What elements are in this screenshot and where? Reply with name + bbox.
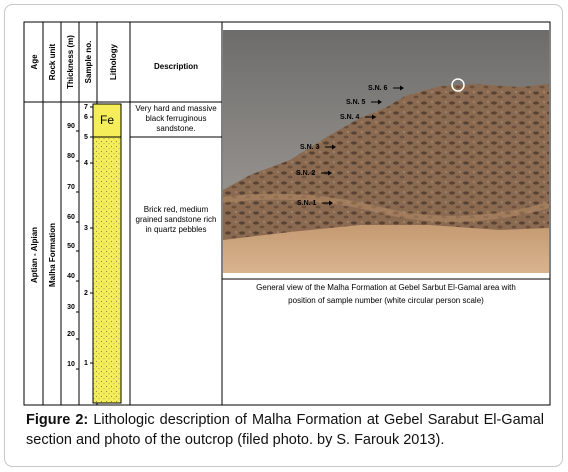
sample-tick: 1	[84, 360, 88, 367]
header-rock-unit: Rock unit	[48, 43, 57, 80]
sample-tick: 3	[84, 225, 88, 232]
description-line: Brick red, medium	[144, 205, 209, 214]
thickness-tick: 60	[67, 214, 75, 221]
thickness-tick: 90	[67, 123, 75, 130]
caption-label: Figure 2:	[26, 412, 89, 428]
arrow	[371, 99, 382, 105]
arrow	[322, 200, 333, 206]
caption-text: Lithologic description of Malha Formatio…	[26, 412, 544, 448]
description-line: black ferruginous	[146, 114, 207, 123]
lithology-label: Fe	[100, 113, 114, 127]
arrow	[365, 114, 376, 120]
sample-label: S.N. 1	[297, 200, 317, 207]
thickness-tick: 80	[67, 153, 75, 160]
thickness-tick: 40	[67, 273, 75, 280]
description-line: sandstone.	[156, 124, 195, 133]
thickness-tick: 20	[67, 331, 75, 338]
rock-unit-label: Malha Formation	[48, 223, 57, 287]
sample-label: S.N. 2	[296, 170, 316, 177]
sample-tick: 4	[84, 160, 88, 167]
ferruginous-bed	[92, 103, 122, 138]
arrow	[321, 170, 332, 176]
header-sample-no: Sample no.	[84, 41, 93, 84]
thickness-tick: 50	[67, 243, 75, 250]
photo	[222, 30, 550, 273]
sample-tick: 6	[84, 114, 88, 121]
arrow	[325, 144, 336, 150]
sandstone-column	[92, 136, 122, 404]
photo-caption: General view of the Malha Formation at G…	[256, 283, 516, 305]
age-label: Aptian - Alpian	[30, 227, 39, 283]
description-line: Very hard and massive	[135, 104, 217, 113]
arrow	[393, 85, 404, 91]
header-thickness: Thickness (m)	[66, 35, 75, 89]
sample-label: S.N. 6	[368, 85, 388, 92]
header-description: Description	[154, 62, 198, 71]
thickness-tick: 70	[67, 184, 75, 191]
thickness-tick: 30	[67, 304, 75, 311]
ticks: 10 20 30 40 50 60 70 80 90 1 2 3 4 5 6 7	[67, 104, 93, 370]
sample-label: S.N. 4	[340, 114, 360, 121]
sample-tick: 7	[84, 104, 88, 111]
description-line: grained sandstone rich	[136, 215, 217, 224]
sample-label: S.N. 5	[346, 99, 366, 106]
sample-tick: 5	[84, 134, 88, 141]
thickness-tick: 10	[67, 361, 75, 368]
description-line: in quartz pebbles	[146, 225, 207, 234]
sample-tick: 2	[84, 290, 88, 297]
photo-caption-line: position of sample number (white circula…	[288, 296, 484, 305]
figure-caption: Figure 2: Lithologic description of Malh…	[26, 410, 544, 450]
sample-labels: S.N. 6S.N. 5 S.N. 4 S.N. 3 S.N. 2 S.N. 1	[296, 85, 404, 207]
header-lithology: Lithology	[109, 43, 118, 80]
sample-label: S.N. 3	[300, 144, 320, 151]
photo-caption-line: General view of the Malha Formation at G…	[256, 283, 516, 292]
header-age: Age	[30, 54, 39, 70]
